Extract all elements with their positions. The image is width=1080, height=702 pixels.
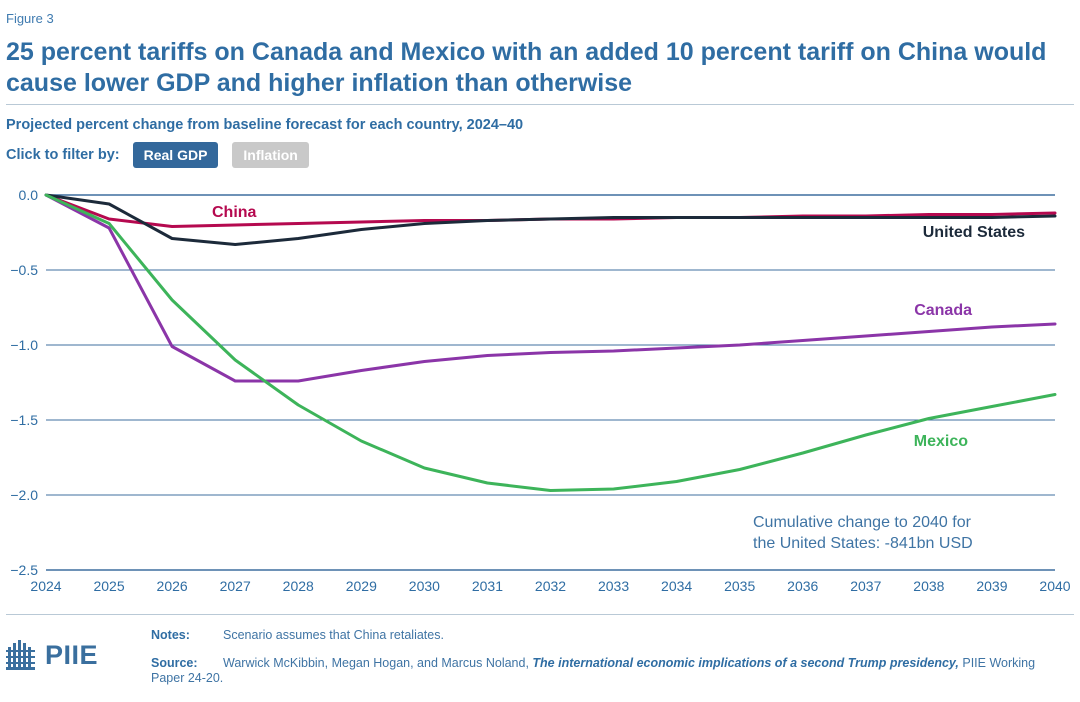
x-tick-label: 2039 [976,578,1007,594]
grid-layer [46,194,1055,571]
y-tick-label: 0.0 [19,187,39,203]
x-tick-label: 2040 [1039,578,1070,594]
x-axis-ticks: 2024 2025 2026 2027 2028 2029 2030 2031 2032 2033… [30,578,1070,594]
x-tick-label: 2035 [724,578,755,594]
x-tick-label: 2031 [472,578,503,594]
x-tick-label: 2038 [913,578,944,594]
notes-label: Notes: [151,628,190,642]
piie-logo: PIIE [5,638,98,672]
source-title: The international economic implications … [532,656,959,670]
piie-building-icon [6,640,35,670]
series-line-mexico[interactable] [44,193,1057,492]
x-tick-label: 2036 [787,578,818,594]
series-label-united-states: United States [923,224,1025,241]
series-line-united-states[interactable] [44,193,1057,246]
notes-line: Notes: Scenario assumes that China retal… [151,628,1051,643]
series-line-china[interactable] [44,193,1057,228]
series-labels: China United States Canada Mexico [212,204,1025,450]
x-tick-label: 2033 [598,578,629,594]
notes-text: Scenario assumes that China retaliates. [223,628,444,642]
source-label: Source: [151,656,198,670]
logo-text: PIIE [45,639,99,670]
filter-inflation-button[interactable]: Inflation [232,142,309,168]
source-authors: Warwick McKibbin, Megan Hogan, and Marcu… [223,656,533,670]
x-tick-label: 2030 [409,578,440,594]
series-layer [44,193,1057,492]
line-chart: 0.0 −0.5 −1.0 −1.5 −2.0 −2.5 2024 2025 2026 2027… [10,187,1070,594]
filter-real-gdp-button[interactable]: Real GDP [132,142,219,168]
source-line: Source: Warwick McKibbin, Megan Hogan, an… [151,656,1051,686]
annotation-line-2: the United States: -841bn USD [753,535,973,552]
y-tick-label: −1.5 [10,412,38,428]
y-axis-ticks: 0.0 −0.5 −1.0 −1.5 −2.0 −2.5 [10,187,38,578]
notes-block: Notes: Scenario assumes that China retal… [151,628,1051,686]
bottom-divider [6,614,1074,615]
x-tick-label: 2026 [157,578,188,594]
series-line-canada[interactable] [44,193,1057,383]
y-tick-label: −2.0 [10,487,38,503]
series-label-canada: Canada [914,302,972,319]
series-label-mexico: Mexico [914,433,968,450]
cumulative-annotation: Cumulative change to 2040 for the United… [753,514,973,552]
figure-label: Figure 3 [6,11,54,26]
x-tick-label: 2032 [535,578,566,594]
x-tick-label: 2027 [220,578,251,594]
x-tick-label: 2024 [30,578,61,594]
chart-title: 25 percent tariffs on Canada and Mexico … [6,38,1047,97]
y-tick-label: −0.5 [10,262,38,278]
x-tick-label: 2037 [850,578,881,594]
filter-label: Click to filter by: [6,147,120,163]
annotation-line-1: Cumulative change to 2040 for [753,514,972,531]
y-tick-label: −2.5 [10,562,38,578]
x-tick-label: 2034 [661,578,692,594]
y-tick-label: −1.0 [10,337,38,353]
top-divider [6,104,1074,105]
filter-bar: Click to filter by: Real GDP Inflation [6,141,323,169]
chart-subtitle: Projected percent change from baseline f… [6,117,524,133]
x-tick-label: 2029 [346,578,377,594]
x-tick-label: 2025 [93,578,124,594]
x-tick-label: 2028 [283,578,314,594]
source-rest: PIIE Working Paper 24-20. [151,656,1036,685]
series-label-china: China [212,204,257,221]
